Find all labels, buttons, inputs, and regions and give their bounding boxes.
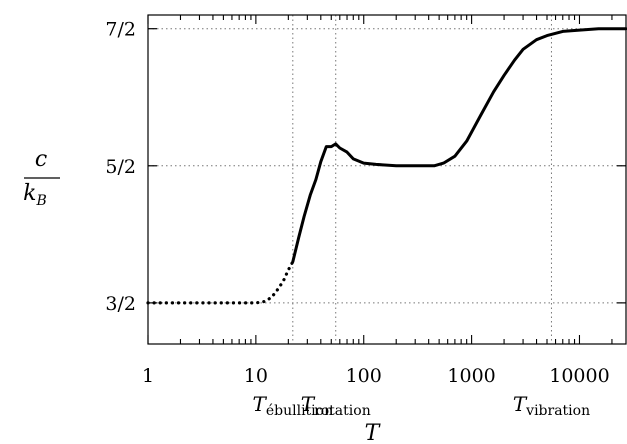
x-axis-ticks: 1 10 100 1000 10000 [142, 15, 613, 387]
x-tick-label: 100 [346, 365, 382, 387]
x-tick-label: 1 [142, 365, 154, 387]
series-layer [146, 27, 627, 305]
y-axis-label: c kB [23, 147, 60, 209]
y-label-denominator: kB [23, 181, 47, 209]
y-tick-label: 3/2 [105, 293, 136, 315]
reference-lines [292, 15, 552, 344]
reference-label: Trotation [301, 392, 371, 419]
y-axis-ticks: 3/2 5/2 7/2 [105, 19, 626, 315]
reference-label: Tvibration [513, 392, 590, 419]
y-label-numerator: c [35, 147, 47, 172]
x-tick-label: 10 [244, 365, 268, 387]
y-tick-label: 7/2 [105, 19, 136, 41]
plot-frame [147, 14, 627, 345]
x-axis-label: T [365, 421, 382, 444]
series-line-0 [146, 260, 295, 305]
x-tick-label: 1000 [447, 365, 495, 387]
reference-label: Tébullition [253, 392, 334, 419]
series-line-1 [291, 27, 627, 264]
y-tick-label: 5/2 [105, 156, 136, 178]
x-tick-label: 10000 [549, 365, 609, 387]
